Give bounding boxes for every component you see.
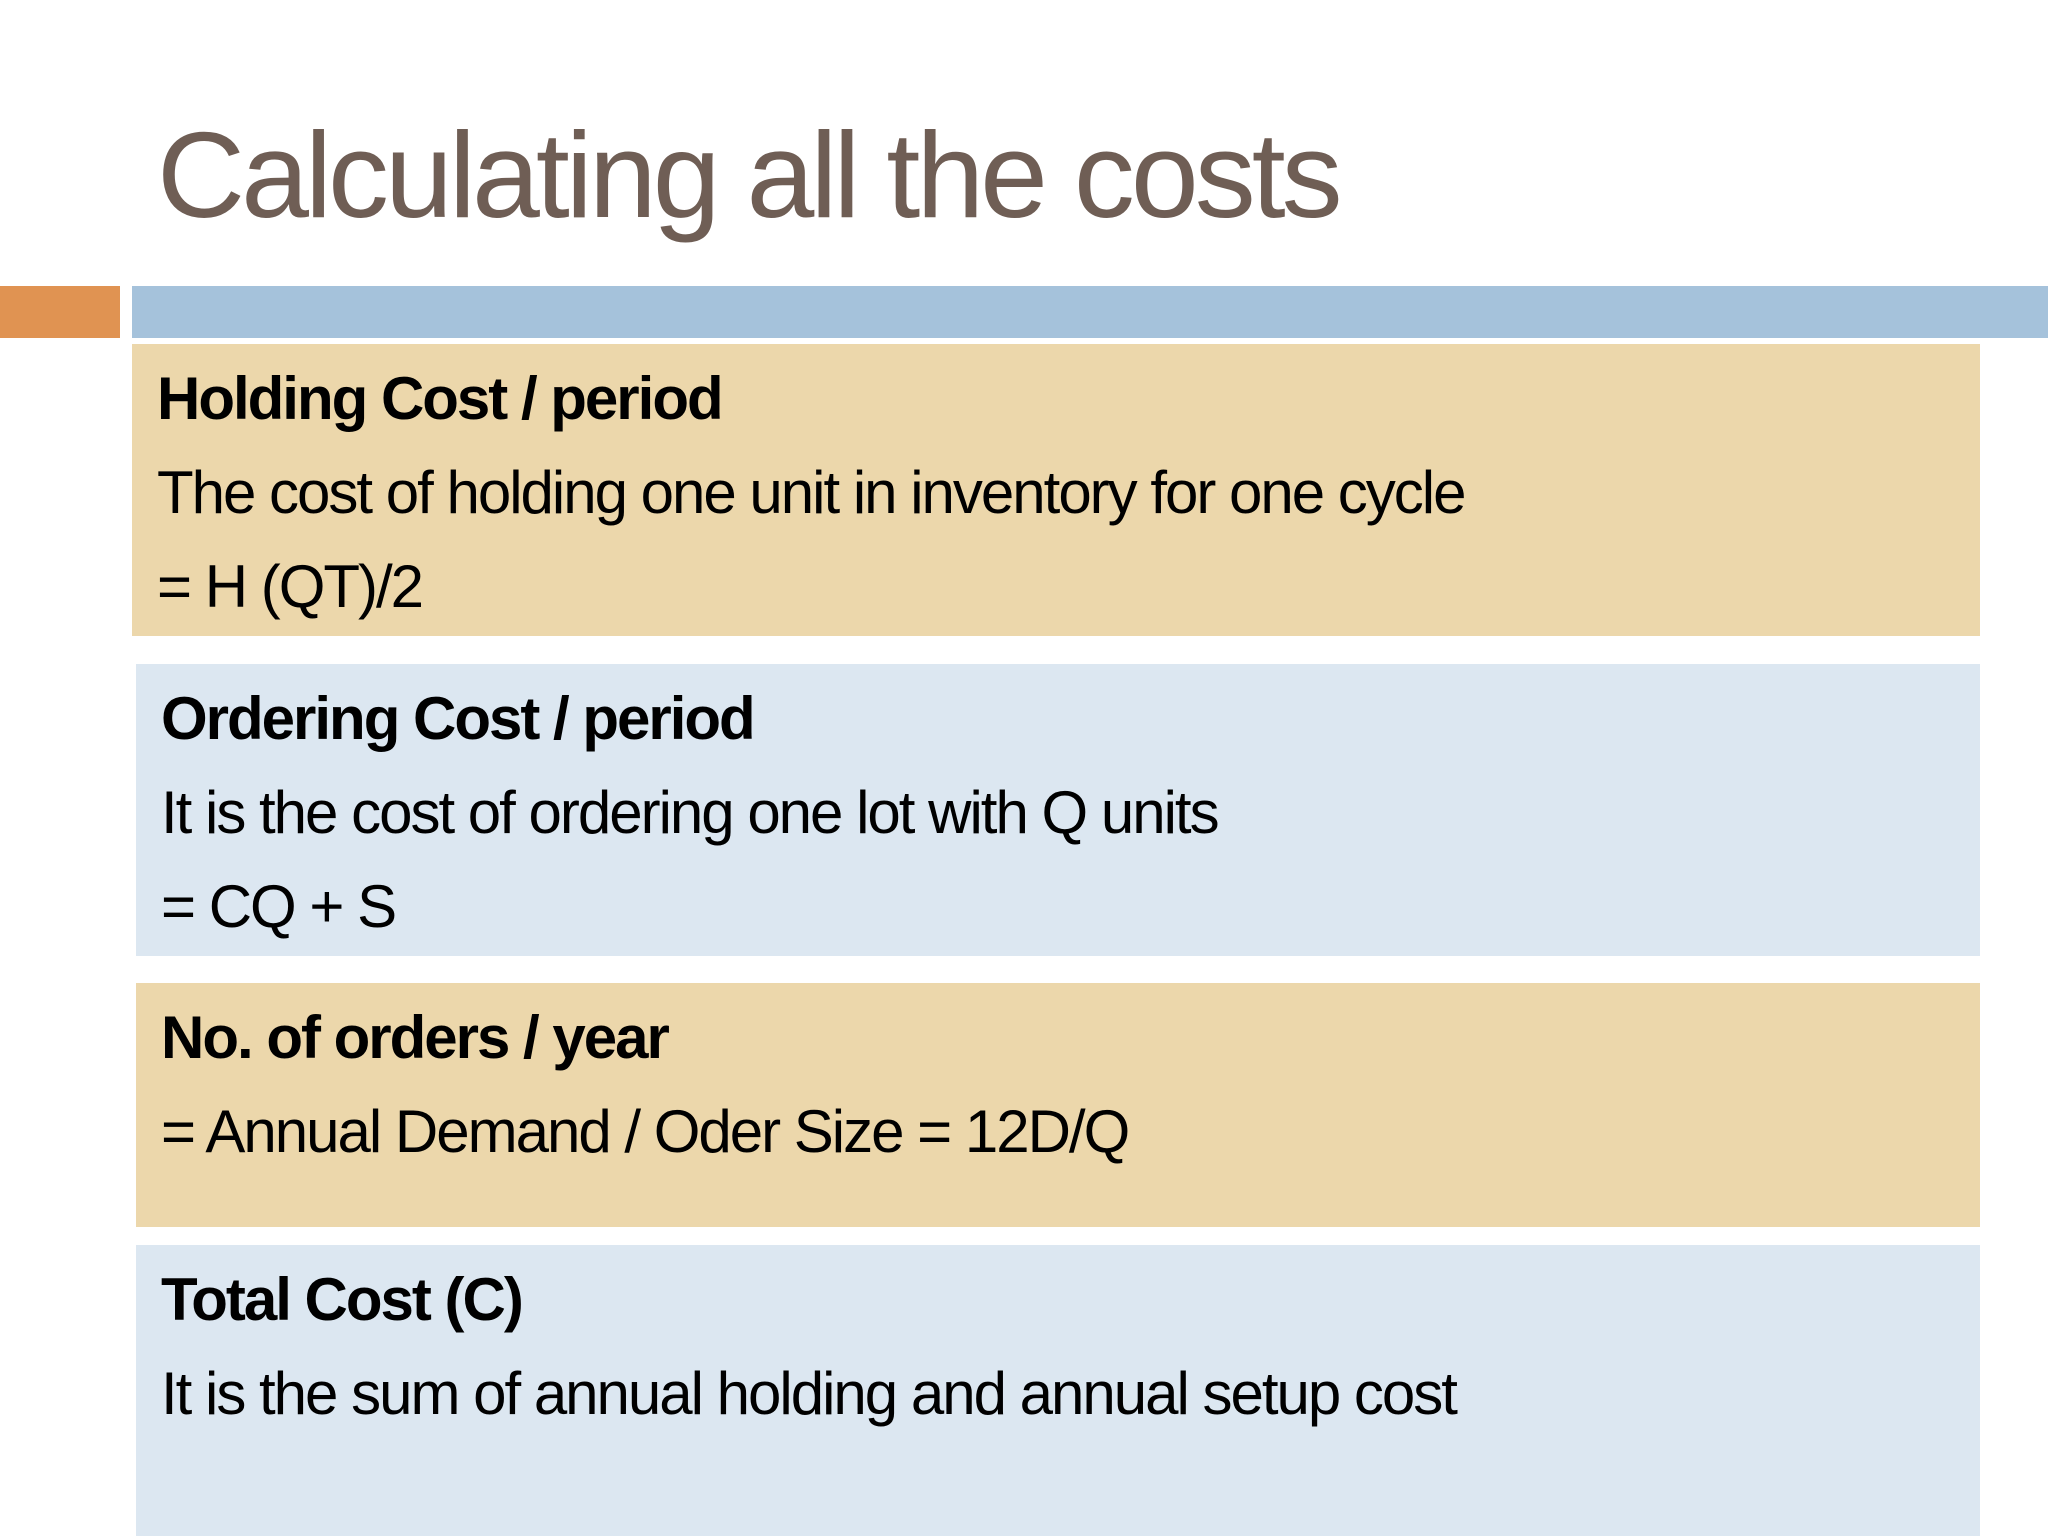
holding-cost-formula: = H (QT)/2 — [157, 553, 424, 620]
holding-cost-heading: Holding Cost / period — [157, 365, 724, 432]
orders-per-year-formula: = Annual Demand / Oder Size = 12D/Q — [161, 1098, 1130, 1165]
orders-per-year-heading: No. of orders / year — [161, 1004, 670, 1071]
ordering-cost-description: It is the cost of ordering one lot with … — [161, 779, 1220, 846]
total-cost-box: Total Cost (C) It is the sum of annual h… — [136, 1245, 1980, 1536]
holding-cost-box: Holding Cost / period The cost of holdin… — [132, 344, 1980, 636]
ordering-cost-heading: Ordering Cost / period — [161, 685, 756, 752]
accent-bar-orange — [0, 286, 120, 338]
holding-cost-description: The cost of holding one unit in inventor… — [157, 459, 1466, 526]
orders-per-year-box: No. of orders / year = Annual Demand / O… — [136, 983, 1980, 1227]
slide-title: Calculating all the costs — [157, 107, 1343, 243]
ordering-cost-box: Ordering Cost / period It is the cost of… — [136, 664, 1980, 956]
ordering-cost-formula: = CQ + S — [161, 873, 397, 940]
total-cost-heading: Total Cost (C) — [161, 1266, 524, 1333]
accent-bar-blue — [132, 286, 2048, 338]
total-cost-description: It is the sum of annual holding and annu… — [161, 1360, 1458, 1427]
